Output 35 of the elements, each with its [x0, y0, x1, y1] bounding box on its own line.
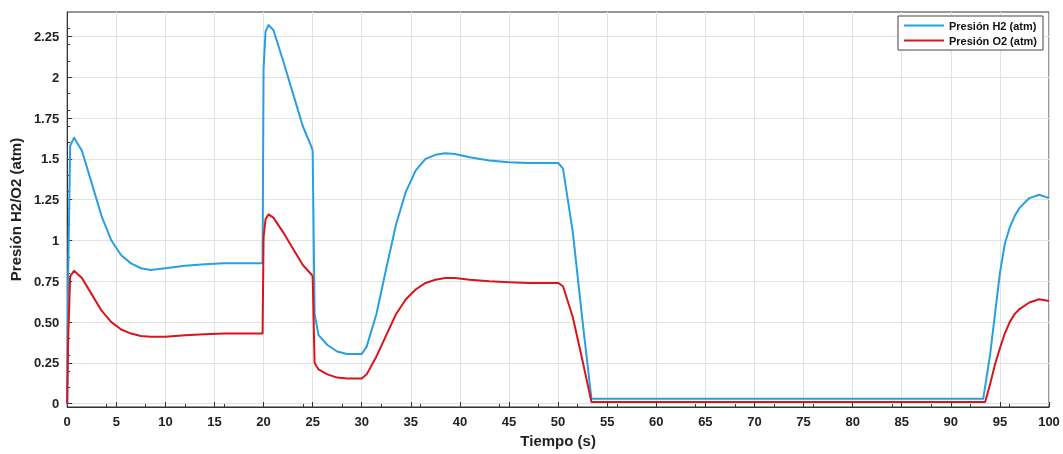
x-tick-label: 95 [992, 414, 1008, 429]
y-tick-label: 1.25 [33, 192, 60, 208]
legend-label: Presión O2 (atm) [948, 34, 1038, 47]
x-tick-label: 70 [747, 414, 762, 429]
y-axis-title: Presión H2/O2 (atm) [7, 137, 24, 282]
x-tick-label: 40 [452, 414, 468, 429]
legend-label: Presión H2 (atm) [948, 19, 1037, 32]
y-tick-label: 1 [51, 233, 60, 249]
x-tick-label: 10 [158, 414, 173, 429]
x-tick-label: 90 [943, 414, 959, 429]
x-tick-label: 25 [305, 414, 320, 429]
x-tick-label: 35 [403, 414, 419, 429]
x-tick-label: 65 [698, 414, 713, 429]
y-tick-label: 0 [51, 396, 60, 412]
y-tick-label: 2 [51, 69, 60, 85]
x-tick-label: 45 [501, 414, 517, 429]
x-tick-label: 20 [256, 414, 271, 429]
y-tick-label: 2.25 [33, 28, 60, 44]
x-tick-label: 85 [894, 414, 909, 429]
x-tick-label: 60 [649, 414, 664, 429]
x-tick-label: 30 [354, 414, 369, 429]
x-tick-label: 75 [796, 414, 811, 429]
x-tick-label: 15 [207, 414, 222, 429]
y-tick-label: 0.75 [33, 273, 60, 289]
y-tick-label: 1.5 [41, 151, 60, 167]
y-tick-label: 0.25 [33, 355, 60, 371]
x-tick-label: 55 [599, 414, 615, 429]
x-tick-label: 5 [112, 414, 120, 429]
y-tick-label: 1.75 [33, 110, 60, 126]
x-axis-title: Tiempo (s) [520, 431, 596, 449]
x-tick-label: 80 [845, 414, 860, 429]
y-tick-label: 0.50 [33, 314, 60, 330]
x-tick-label: 100 [1038, 414, 1060, 429]
x-tick-label: 0 [63, 414, 71, 429]
x-tick-label: 50 [550, 414, 566, 429]
